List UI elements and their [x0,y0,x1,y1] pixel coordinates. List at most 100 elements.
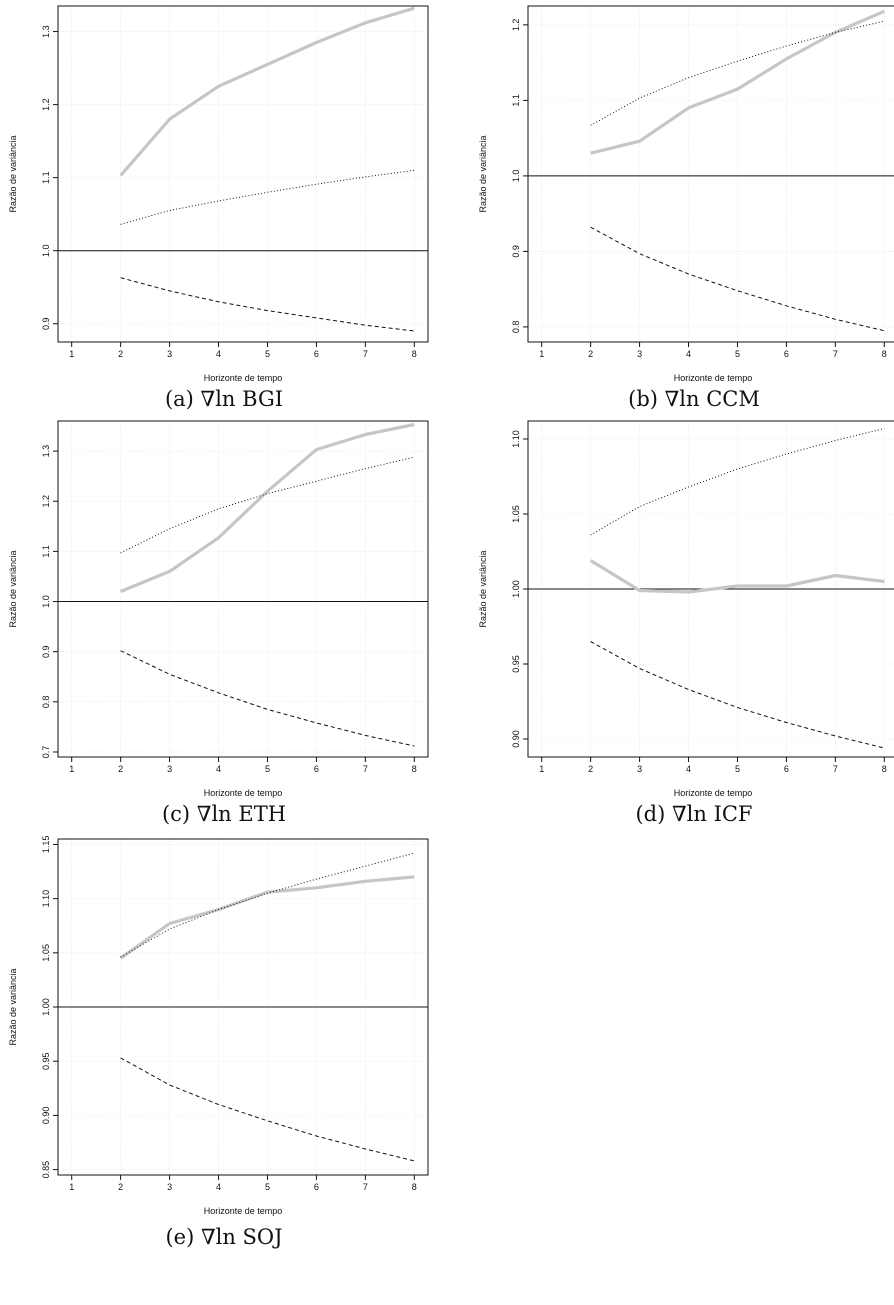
x-tick-label: 3 [167,764,172,774]
chart-c-series-dashed [120,650,415,747]
chart-e-series-dashed [120,1057,415,1162]
y-tick-label: 1.3 [41,25,51,38]
x-tick-label: 2 [118,349,123,359]
x-tick-label: 5 [735,349,740,359]
x-tick-label: 1 [69,1182,74,1192]
x-tick-label: 2 [118,764,123,774]
y-tick-label: 1.0 [41,595,51,608]
chart-panel-d: 1 2 3 4 5 6 7 8 0.90 0.95 1.00 1.05 1.10 Horizonte de… [474,415,894,835]
y-tick-label: 1.15 [41,836,51,854]
y-tick-label: 1.10 [511,430,521,448]
chart-c-grid [58,421,428,757]
x-tick-label: 7 [833,764,838,774]
chart-a-grid [58,6,428,342]
chart-c-y-axis-label: Razão de variância [8,550,18,627]
x-tick-label: 4 [216,349,221,359]
chart-e-x-axis-label: Horizonte de tempo [204,1206,283,1216]
x-tick-label: 4 [216,1182,221,1192]
y-tick-label: 1.2 [41,98,51,111]
chart-panel-b: 1 2 3 4 5 6 7 8 0.8 0.9 1.0 1.1 1.2 Horizonte de temp… [474,0,894,420]
y-tick-label: 0.9 [41,645,51,658]
chart-c-series-thick-gray [119,422,415,593]
chart-c: 1 2 3 4 5 6 7 8 0.7 0.8 0.9 1.0 1.1 1.2 1.3 Horizonte d… [8,420,429,798]
chart-a-series-dashed [120,277,415,332]
chart-panel-e: 1 2 3 4 5 6 7 8 0.85 0.90 0.95 1.00 1.05 1.10 1.15 Hori… [4,833,444,1253]
x-tick-label: 3 [637,764,642,774]
chart-b-series-dashed [590,226,885,332]
x-tick-label: 2 [118,1182,123,1192]
chart-c-x-axis-label: Horizonte de tempo [204,788,283,798]
chart-e-y-axis-label: Razão de variância [8,968,18,1045]
x-tick-label: 1 [69,764,74,774]
x-tick-label: 3 [637,349,642,359]
x-tick-label: 2 [588,349,593,359]
chart-b-y-axis-label: Razão de variância [478,135,488,212]
chart-panel-c: 1 2 3 4 5 6 7 8 0.7 0.8 0.9 1.0 1.1 1.2 1.3 Horizonte d… [4,415,444,835]
chart-e-series-thick-gray [119,875,415,960]
chart-a-x-axis-label: Horizonte de tempo [204,373,283,383]
x-tick-label: 8 [882,764,887,774]
x-tick-label: 5 [265,1182,270,1192]
y-tick-label: 0.7 [41,746,51,759]
x-tick-label: 1 [539,349,544,359]
chart-a-series-dotted [120,169,415,225]
x-tick-label: 1 [69,349,74,359]
y-tick-label: 0.8 [511,321,521,334]
x-tick-label: 8 [882,349,887,359]
chart-a-y-axis-label: Razão de variância [8,135,18,212]
x-tick-label: 1 [539,764,544,774]
y-tick-label: 1.1 [41,545,51,558]
chart-b-grid [528,6,894,342]
chart-e-series-dotted [120,852,415,958]
y-tick-label: 1.00 [41,998,51,1016]
x-tick-label: 7 [833,349,838,359]
chart-e: 1 2 3 4 5 6 7 8 0.85 0.90 0.95 1.00 1.05 1.10 1.15 Hori… [8,836,429,1216]
y-tick-label: 1.0 [511,170,521,183]
y-tick-label: 0.9 [41,317,51,330]
y-tick-label: 1.05 [41,944,51,962]
x-tick-label: 6 [314,1182,319,1192]
x-tick-label: 6 [784,764,789,774]
x-tick-label: 7 [363,764,368,774]
y-tick-label: 1.10 [41,890,51,908]
chart-caption-a: (a) ∇ln BGI [164,387,284,411]
chart-panel-a: 1 2 3 4 5 6 7 8 0.9 1.0 1.1 1.2 1.3 Horizonte de temp… [4,0,444,420]
chart-b-series-dotted [590,20,885,126]
y-tick-label: 1.2 [41,495,51,508]
chart-a: 1 2 3 4 5 6 7 8 0.9 1.0 1.1 1.2 1.3 Horizonte de temp… [8,5,429,383]
x-tick-label: 4 [216,764,221,774]
x-tick-label: 4 [686,349,691,359]
y-tick-label: 0.90 [41,1107,51,1125]
y-tick-label: 0.95 [511,655,521,673]
x-tick-label: 3 [167,349,172,359]
y-tick-label: 1.00 [511,580,521,598]
y-tick-label: 1.05 [511,505,521,523]
y-tick-label: 0.90 [511,730,521,748]
chart-c-series-dotted [120,456,415,554]
chart-d-series-dashed [590,641,885,749]
y-tick-label: 0.95 [41,1052,51,1070]
x-tick-label: 5 [265,349,270,359]
chart-caption-b: (b) ∇ln CCM [628,387,760,411]
chart-b: 1 2 3 4 5 6 7 8 0.8 0.9 1.0 1.1 1.2 Horizonte de temp… [478,5,894,383]
y-tick-label: 1.2 [511,19,521,32]
y-tick-label: 0.9 [511,245,521,258]
x-tick-label: 5 [265,764,270,774]
chart-a-plot-frame [57,5,429,343]
chart-caption-e: (e) ∇ln SOJ [165,1225,283,1249]
y-tick-label: 0.85 [41,1161,51,1179]
x-tick-label: 5 [735,764,740,774]
y-tick-label: 1.3 [41,445,51,458]
x-tick-label: 6 [314,349,319,359]
x-tick-label: 8 [412,1182,417,1192]
x-tick-label: 3 [167,1182,172,1192]
chart-a-series-thick-gray [119,6,415,177]
x-tick-label: 7 [363,349,368,359]
y-tick-label: 1.1 [41,171,51,184]
chart-d-x-axis-label: Horizonte de tempo [674,788,753,798]
x-tick-label: 6 [314,764,319,774]
x-tick-label: 7 [363,1182,368,1192]
x-tick-label: 6 [784,349,789,359]
y-tick-label: 1.0 [41,244,51,257]
chart-b-x-axis-label: Horizonte de tempo [674,373,753,383]
